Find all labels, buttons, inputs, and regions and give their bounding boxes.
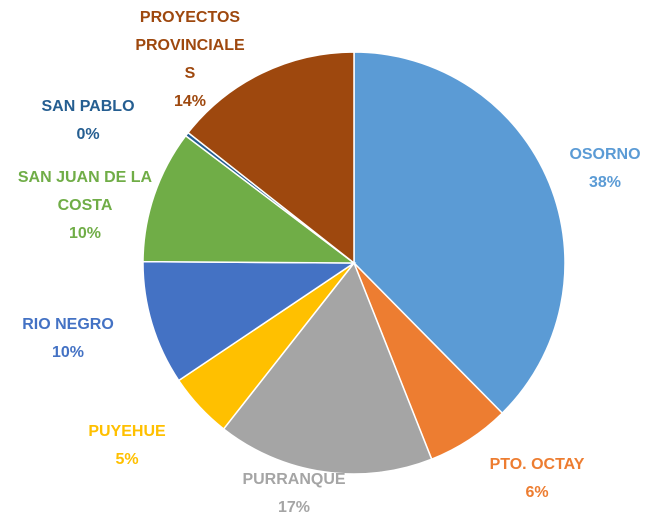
- category-label: PURRANQUE: [242, 471, 346, 488]
- slice-label: PTO. OCTAY 6%: [467, 451, 607, 507]
- category-label: PROYECTOS PROVINCIALES: [135, 9, 245, 82]
- pie-slice: [142, 260, 357, 382]
- category-label: PUYEHUE: [88, 423, 166, 440]
- value-label: 10%: [51, 344, 85, 361]
- pie-slice: [222, 261, 433, 475]
- pie-slice: [353, 51, 566, 415]
- value-label: 17%: [277, 499, 311, 516]
- value-label: 38%: [588, 174, 622, 191]
- slice-label: SAN PABLO 0%: [33, 93, 143, 149]
- slice-label: PUYEHUE 5%: [67, 418, 187, 474]
- category-label: OSORNO: [569, 146, 641, 163]
- value-label: 5%: [115, 451, 139, 468]
- slice-label: OSORNO 38%: [545, 141, 655, 197]
- value-label: 10%: [68, 225, 102, 242]
- slice-label: PROYECTOS PROVINCIALES 14%: [131, 4, 249, 116]
- category-label: SAN PABLO: [41, 98, 135, 115]
- slice-label: PURRANQUE 17%: [214, 466, 374, 521]
- category-label: SAN JUAN DE LA COSTA: [17, 169, 153, 214]
- pie-slice: [187, 51, 355, 265]
- slice-label: RIO NEGRO 10%: [8, 311, 128, 367]
- category-label: RIO NEGRO: [22, 316, 114, 333]
- value-label: 14%: [173, 93, 207, 110]
- slice-label: SAN JUAN DE LA COSTA 10%: [5, 164, 165, 248]
- pie-slice: [142, 134, 357, 264]
- value-label: 6%: [525, 484, 549, 501]
- value-label: 0%: [76, 126, 100, 143]
- category-label: PTO. OCTAY: [489, 456, 585, 473]
